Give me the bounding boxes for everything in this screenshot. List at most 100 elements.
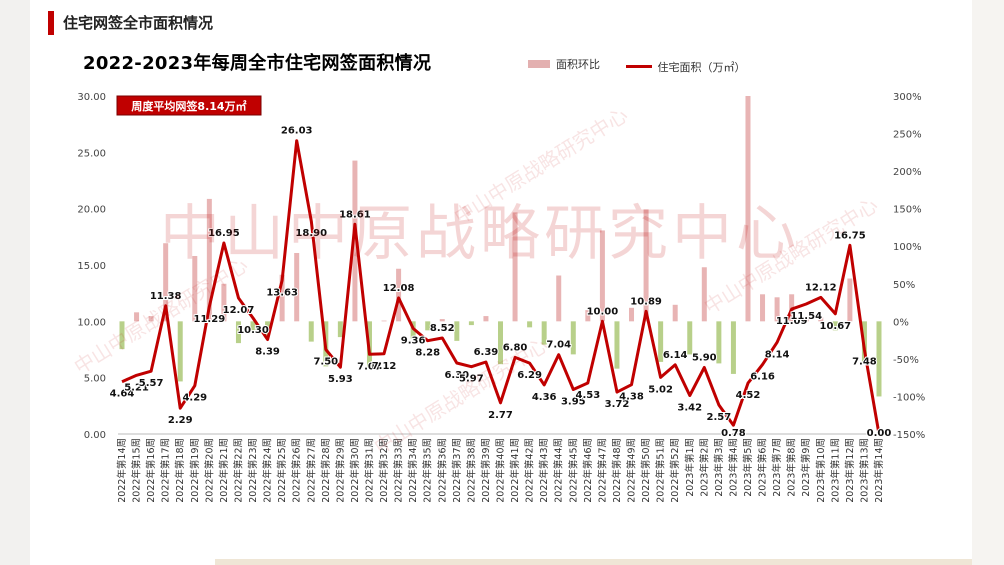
chart-title: 2022-2023年每周全市住宅网签面积情况 (83, 53, 432, 74)
data-label: 18.90 (295, 228, 327, 239)
y-left-tick-label: 10.00 (77, 317, 106, 328)
x-tick-label: 2022年第48周 (611, 438, 623, 503)
x-tick-label: 2023年第7周 (771, 438, 783, 497)
data-label: 5.93 (328, 374, 353, 385)
bar (658, 321, 664, 362)
x-tick-label: 2023年第14周 (873, 438, 885, 503)
bar (177, 321, 183, 382)
bar (148, 316, 154, 322)
bar (774, 297, 780, 322)
x-tick-label: 2022年第18周 (174, 438, 186, 503)
data-label: 10.00 (587, 306, 619, 317)
bar (701, 267, 707, 322)
bar (818, 317, 824, 322)
bar (672, 304, 678, 322)
x-tick-label: 2022年第23周 (247, 438, 259, 503)
bar (687, 321, 693, 355)
x-tick-label: 2022年第24周 (262, 438, 274, 503)
data-label: 18.61 (339, 209, 371, 220)
data-label: 5.57 (139, 378, 164, 389)
bar (541, 321, 547, 345)
average-badge-box (116, 95, 262, 116)
x-tick-label: 2022年第40周 (495, 438, 507, 503)
data-label: 4.38 (619, 392, 644, 403)
data-label: 4.36 (532, 392, 557, 403)
bottom-band (215, 559, 972, 565)
x-tick-label: 2022年第45周 (567, 438, 579, 503)
bar (585, 310, 591, 322)
data-label: 5.97 (459, 374, 484, 385)
data-label: 12.07 (223, 305, 255, 316)
y-right-tick-label: 300% (893, 92, 922, 103)
bar (803, 318, 809, 322)
x-tick-label: 2022年第43周 (538, 438, 550, 503)
data-label: 16.75 (834, 230, 866, 241)
y-left-tick-label: 15.00 (77, 261, 106, 272)
x-tick-label: 2022年第17周 (160, 438, 172, 503)
bar (221, 283, 227, 322)
bar (308, 321, 314, 342)
data-label: 13.63 (266, 287, 298, 298)
y-left-tick-label: 25.00 (77, 148, 106, 159)
x-tick-label: 2023年第13周 (858, 438, 870, 503)
x-tick-label: 2022年第47周 (596, 438, 608, 503)
y-right-tick-label: -150% (893, 430, 925, 441)
x-tick-label: 2022年第26周 (291, 438, 303, 503)
bar (425, 321, 431, 331)
x-tick-label: 2022年第51周 (655, 438, 667, 503)
data-label: 11.09 (776, 316, 808, 327)
bar (352, 160, 358, 322)
bar (396, 268, 402, 322)
bar (847, 278, 853, 322)
legend-item-bar: 面积环比 (528, 56, 600, 72)
data-label: 7.04 (546, 340, 571, 351)
data-label: 2.57 (707, 412, 732, 423)
section-title: 住宅网签全市面积情况 (63, 14, 214, 32)
data-label: 8.14 (765, 349, 790, 360)
data-label: 2.77 (488, 410, 513, 421)
y-right-tick-label: 200% (893, 167, 922, 178)
x-tick-label: 2023年第4周 (727, 438, 739, 497)
x-tick-label: 2023年第6周 (757, 438, 769, 497)
y-right-tick-label: 0% (893, 317, 909, 328)
data-label: 12.08 (383, 283, 415, 294)
x-tick-label: 2022年第38周 (465, 438, 477, 503)
header-accent-bar (48, 11, 54, 35)
x-tick-label: 2022年第14周 (116, 438, 128, 503)
chart-legend: 面积环比 住宅面积（万㎡） (528, 56, 768, 75)
y-left-tick-label: 5.00 (84, 374, 106, 385)
bar (643, 209, 649, 322)
x-tick-label: 2022年第35周 (422, 438, 434, 503)
data-label: 3.72 (605, 399, 630, 410)
y-right-tick-label: -100% (893, 392, 925, 403)
y-right-tick-label: 150% (893, 205, 922, 216)
x-tick-label: 2022年第15周 (131, 438, 143, 503)
data-label: 16.95 (208, 228, 240, 239)
x-tick-label: 2023年第8周 (786, 438, 798, 497)
y-right-tick-label: 100% (893, 242, 922, 253)
data-label: 4.53 (576, 390, 601, 401)
data-label: 26.03 (281, 126, 313, 137)
x-tick-label: 2022年第16周 (145, 438, 157, 503)
data-label: 7.50 (313, 357, 338, 368)
data-label: 10.67 (820, 321, 852, 332)
x-tick-label: 2022年第20周 (203, 438, 215, 503)
data-label: 0.78 (721, 428, 746, 439)
y-left-tick-label: 0.00 (84, 430, 106, 441)
bar (570, 321, 576, 355)
x-tick-label: 2022年第52周 (669, 438, 681, 503)
x-tick-label: 2022年第46周 (582, 438, 594, 503)
x-tick-label: 2023年第1周 (684, 438, 696, 497)
x-tick-label: 2022年第21周 (218, 438, 230, 503)
data-label: 3.42 (677, 402, 702, 413)
x-tick-label: 2022年第28周 (320, 438, 332, 503)
line-series (121, 139, 881, 435)
bar (192, 255, 198, 322)
data-label: 6.14 (663, 350, 688, 361)
data-label: 11.54 (790, 311, 822, 322)
data-label: 10.30 (237, 325, 269, 336)
data-label: 5.21 (124, 382, 149, 393)
legend-item-line: 住宅面积（万㎡） (625, 59, 746, 75)
x-tick-label: 2022年第41周 (509, 438, 521, 503)
